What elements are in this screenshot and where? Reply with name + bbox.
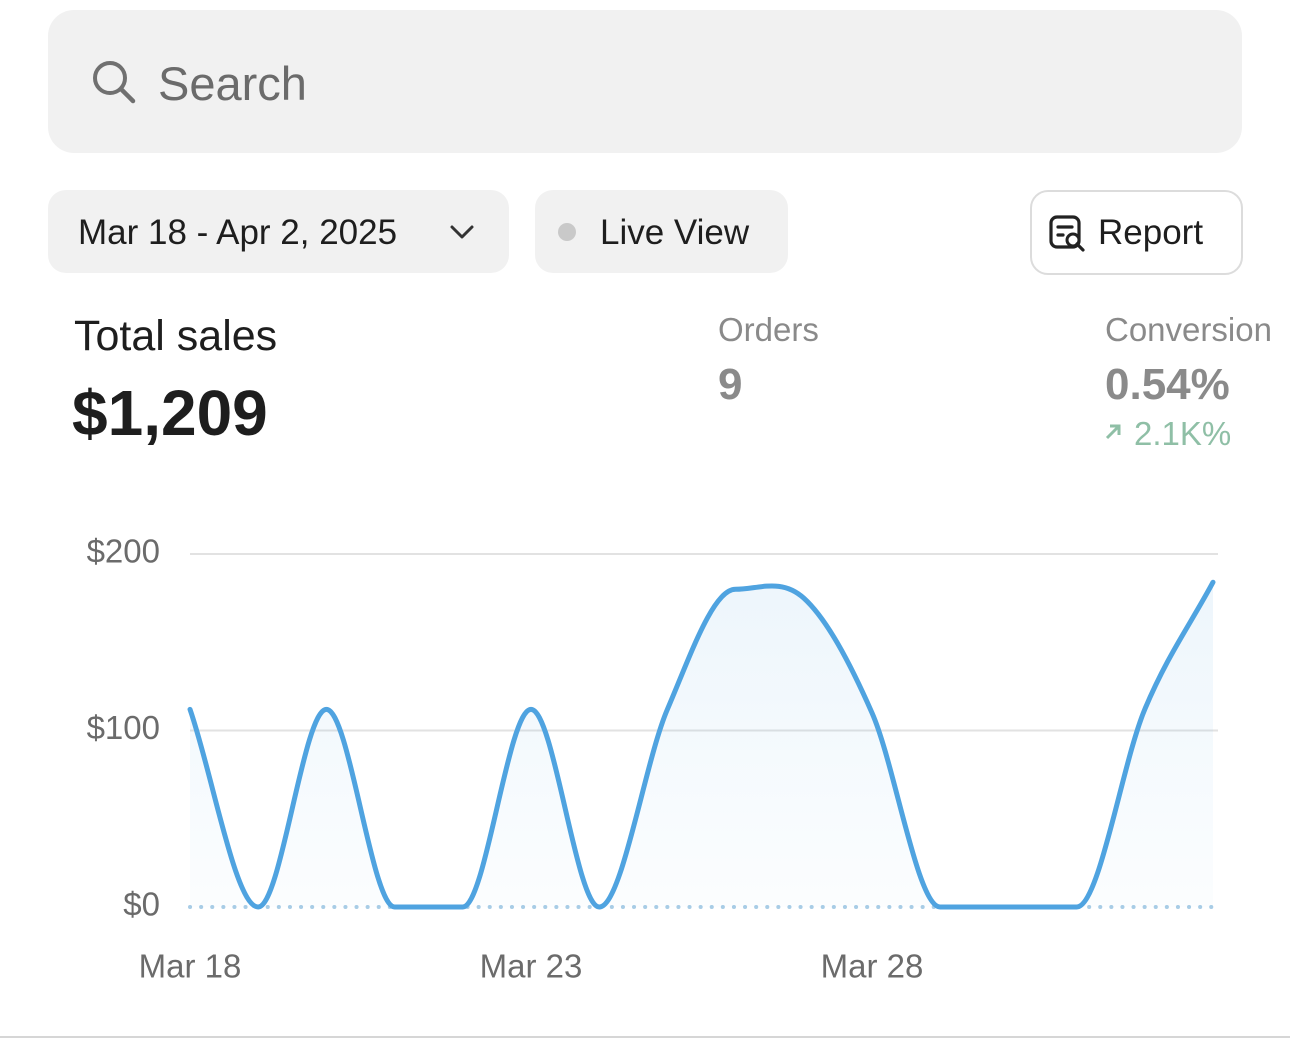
- x-tick-label: Mar 28: [821, 948, 924, 985]
- live-view-button[interactable]: [535, 190, 788, 273]
- total-sales-label: Total sales: [74, 312, 278, 360]
- y-tick-label: $0: [123, 886, 160, 923]
- y-tick-label: $200: [87, 533, 160, 570]
- report-icon: [1049, 215, 1085, 252]
- live-dot: [558, 223, 576, 241]
- date-range: Mar 18 - Apr 2, 2025: [78, 213, 398, 252]
- y-tick-label: $100: [87, 709, 160, 746]
- total-sales-value: $1,209: [72, 377, 268, 449]
- x-tick-label: Mar 18: [139, 948, 242, 985]
- trend-up-icon: [1105, 424, 1121, 440]
- live-view-label: Live View: [600, 213, 750, 252]
- orders-label: Orders: [718, 311, 819, 348]
- chevron-icon: [450, 225, 474, 239]
- orders-value: 9: [718, 360, 743, 409]
- search-icon: [93, 61, 136, 104]
- conversion-change: 2.1K%: [1134, 415, 1232, 452]
- report-label: Report: [1098, 213, 1204, 252]
- x-tick-label: Mar 23: [480, 948, 583, 985]
- sales-line: [187, 579, 1216, 910]
- search-bar[interactable]: [48, 10, 1242, 153]
- conversion-label: Conversion: [1105, 311, 1272, 348]
- area-fill: [190, 582, 1213, 907]
- date-range-button[interactable]: [48, 190, 509, 273]
- search-placeholder: Search: [158, 57, 307, 110]
- conversion-value: 0.54%: [1105, 360, 1230, 409]
- report-button[interactable]: [1030, 190, 1243, 275]
